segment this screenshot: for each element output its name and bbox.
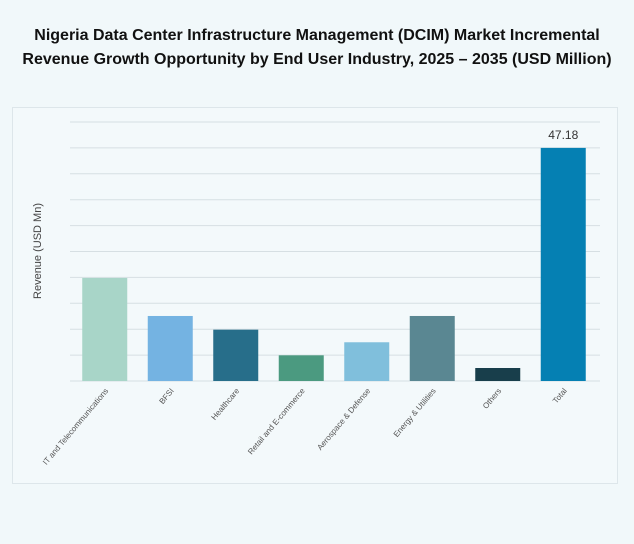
bar-6 [475, 368, 521, 381]
x-tick-label: IT and Telecommunications [41, 387, 110, 467]
x-tick-label: BFSI [157, 387, 175, 406]
bar-4 [344, 342, 390, 381]
title-line-1: Nigeria Data Center Infrastructure Manag… [34, 27, 600, 44]
bar-1 [147, 315, 193, 381]
x-tick-label: Retail and E-commerce [246, 386, 307, 456]
data-label: 47.18 [548, 128, 578, 142]
x-tick-label: Energy & Utilities [392, 387, 438, 439]
x-tick-label: Healthcare [210, 386, 242, 422]
chart-title: Nigeria Data Center Infrastructure Manag… [0, 24, 634, 72]
bar-3 [278, 355, 324, 381]
bar-5 [409, 315, 455, 381]
y-axis-label: Revenue (USD Mn) [32, 203, 44, 299]
x-tick-label: Others [481, 387, 503, 411]
bar-2 [213, 329, 259, 381]
title-line-2: Revenue Growth Opportunity by End User I… [22, 51, 612, 68]
x-tick-label: Aerospace & Defense [315, 386, 372, 452]
x-tick-label: Total [551, 386, 569, 405]
bar-7 [540, 147, 586, 381]
bar-0 [82, 277, 128, 381]
